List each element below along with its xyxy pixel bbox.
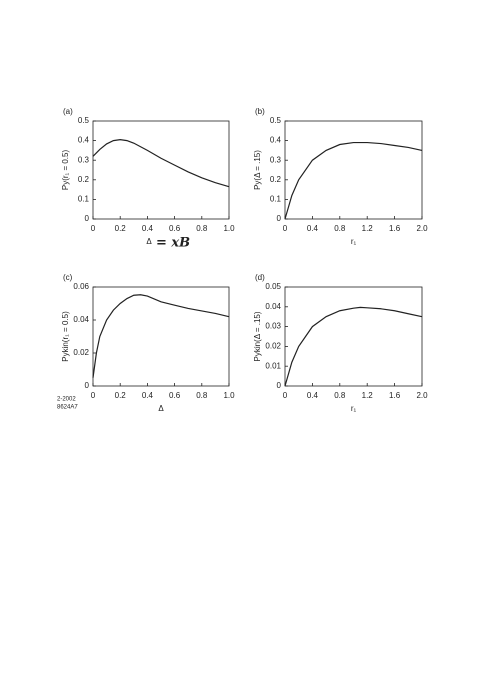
x-axis-label: r₁ [351,404,357,413]
curve [92,139,230,188]
x-tick-label: 0.2 [115,224,127,233]
x-tick-label: 0 [91,391,96,400]
x-tick-label: 0.6 [169,391,181,400]
curve [284,306,423,387]
y-tick-label: 0 [85,214,90,223]
y-tick-label: 0.1 [78,195,90,204]
y-tick-label: 0 [277,381,282,390]
x-tick-label: 0.8 [196,391,208,400]
figure-code: 2-2002 [57,397,76,403]
y-tick-label: 0.4 [270,136,282,145]
y-tick-label: 0 [85,381,90,390]
panel-label: (c) [63,273,73,282]
plot-frame [284,286,423,387]
y-tick-label: 0.1 [270,195,282,204]
y-axis-label: Py(Δ = .15) [253,150,262,190]
x-axis-label: Δ [146,237,152,246]
y-tick-label: 0 [277,214,282,223]
x-tick-label: 2.0 [416,391,428,400]
y-tick-label: 0.04 [73,315,89,324]
y-tick-label: 0.03 [265,322,281,331]
x-tick-label: 0.4 [142,224,154,233]
panel-label: (b) [255,107,265,116]
x-tick-label: 1.6 [389,224,401,233]
y-tick-label: 0.05 [265,282,281,291]
y-tick-label: 0.3 [270,155,282,164]
y-tick-label: 0.06 [73,282,89,291]
x-tick-label: 0.8 [334,224,346,233]
y-tick-label: 0.02 [265,342,281,351]
y-tick-label: 0.4 [78,136,90,145]
x-tick-label: 1.2 [362,391,374,400]
y-axis-label: Py(r₁ = 0.5) [61,150,70,191]
x-tick-label: 1.2 [362,224,374,233]
x-tick-label: 0.6 [169,224,181,233]
x-tick-label: 1.0 [223,391,235,400]
y-tick-label: 0.5 [78,116,90,125]
x-tick-label: 0 [283,224,288,233]
x-tick-label: 2.0 [416,224,428,233]
plot-frame [92,286,230,387]
y-tick-label: 0.5 [270,116,282,125]
x-tick-label: 0 [91,224,96,233]
x-tick-label: 1.0 [223,224,235,233]
panel-label: (a) [63,107,73,116]
curve [92,294,230,378]
x-tick-label: 0 [283,391,288,400]
y-tick-label: 0.2 [78,175,90,184]
figure-code: 8624A7 [57,405,78,411]
curve [284,141,423,220]
x-tick-label: 1.6 [389,391,401,400]
y-tick-label: 0.01 [265,361,281,370]
x-tick-label: 0.4 [307,224,319,233]
handwritten-annotation: = xB [156,236,190,251]
y-tick-label: 0.02 [73,348,89,357]
y-tick-label: 0.04 [265,302,281,311]
x-tick-label: 0.4 [307,391,319,400]
x-axis-label: Δ [158,404,164,413]
y-axis-label: Pykin(r₁ = 0.5) [61,311,70,362]
x-tick-label: 0.8 [196,224,208,233]
y-tick-label: 0.2 [270,175,282,184]
plot-frame [284,120,423,220]
y-tick-label: 0.3 [78,155,90,164]
y-axis-label: Pykin(Δ = .15) [253,311,262,361]
panel-label: (d) [255,273,265,282]
x-tick-label: 0.4 [142,391,154,400]
x-tick-label: 0.8 [334,391,346,400]
x-tick-label: 0.2 [115,391,127,400]
plot-frame [92,120,230,220]
x-axis-label: r₁ [351,237,357,246]
